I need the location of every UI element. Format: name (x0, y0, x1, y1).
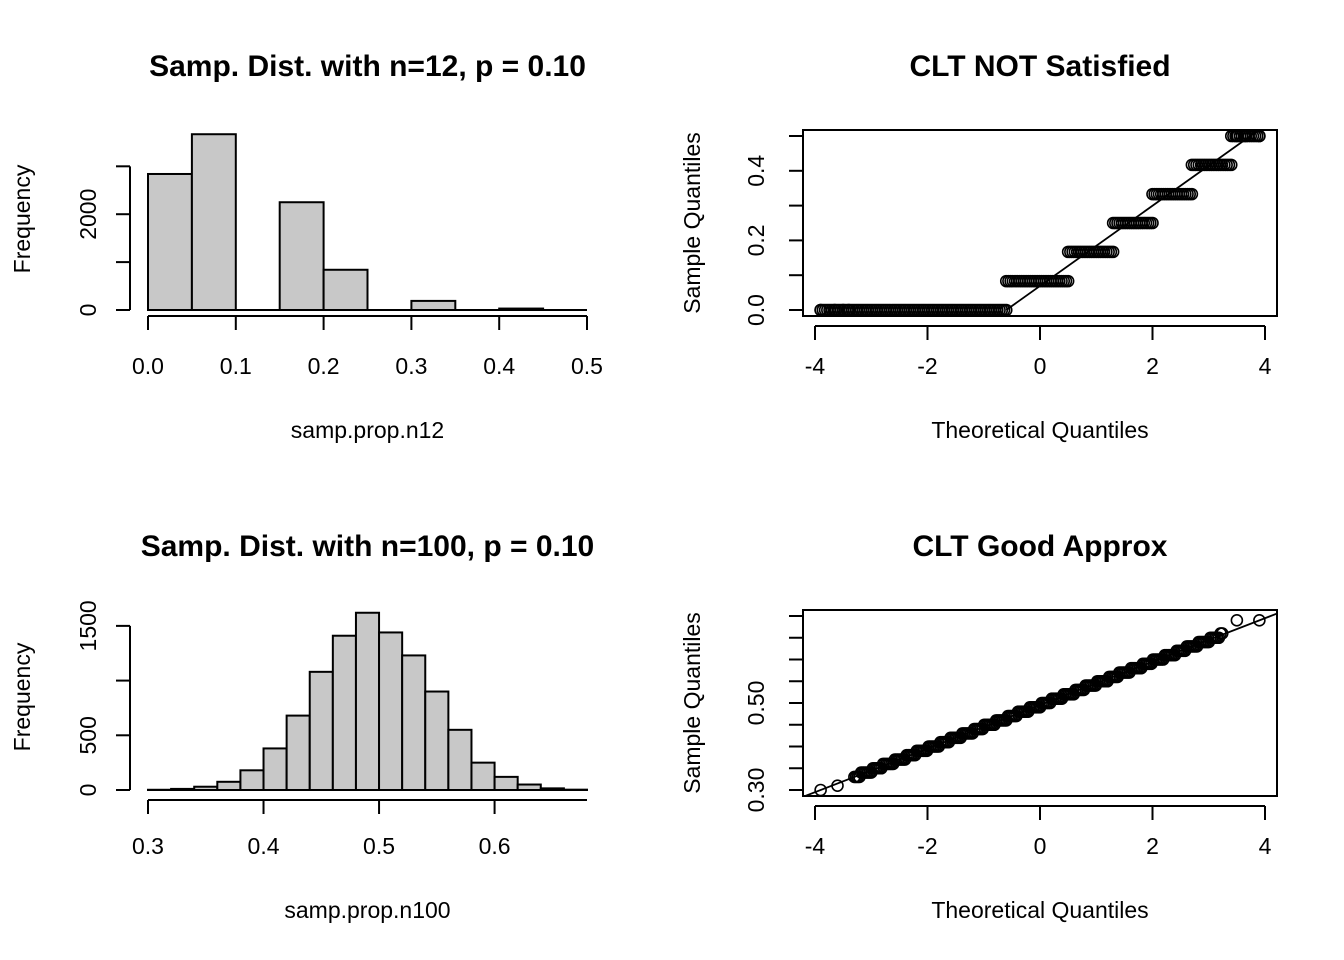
x-tick-label: 0.4 (483, 353, 515, 379)
qq-point (842, 303, 856, 316)
qq-point (814, 303, 827, 316)
y-axis: 0.30 0.50 (743, 615, 803, 813)
qq-point (828, 303, 841, 316)
qq-reference-line (803, 612, 1277, 796)
x-tick-label: 0.0 (132, 353, 164, 379)
x-tick-label: -2 (917, 353, 937, 379)
x-tick-label: 0 (1034, 833, 1047, 859)
y-tick-label: 0.0 (743, 294, 769, 326)
x-tick-label: 4 (1259, 833, 1272, 859)
qq-reference-line (1005, 130, 1261, 311)
chart-title: Samp. Dist. with n=12, p = 0.10 (149, 50, 586, 83)
qq-point (999, 303, 1013, 316)
y-tick-label: 0.2 (743, 224, 769, 256)
histogram-bar (190, 133, 237, 311)
y-axis: 0 2000 (75, 165, 131, 317)
histogram-bar (401, 654, 427, 791)
y-axis: 0.0 0.2 0.4 (743, 135, 803, 326)
qq-point (1185, 187, 1199, 201)
chart-title: Samp. Dist. with n=100, p = 0.10 (141, 530, 595, 563)
histogram-bar (378, 631, 404, 792)
y-tick-label: 1500 (75, 600, 101, 651)
x-tick-label: 0.2 (308, 353, 340, 379)
x-tick-label: 0.3 (395, 353, 427, 379)
y-axis: 0 500 1500 (75, 600, 131, 797)
y-tick-label: 0 (75, 784, 101, 797)
qq-point (1146, 216, 1159, 230)
chart-title: CLT NOT Satisfied (909, 50, 1170, 83)
histogram-bar (239, 769, 265, 792)
histogram-bar (262, 747, 288, 791)
x-axis: -4 -2 0 2 4 (805, 325, 1272, 379)
x-axis-label: samp.prop.n100 (284, 897, 450, 923)
histogram-bar (285, 714, 311, 791)
x-tick-label: -2 (917, 833, 937, 859)
y-axis-label: Frequency (9, 164, 35, 273)
x-tick-label: 0.3 (132, 833, 164, 859)
x-tick-label: 4 (1259, 353, 1272, 379)
y-tick-label: 0.4 (743, 155, 769, 187)
histogram-bar (447, 728, 473, 792)
x-axis: -4 -2 0 2 4 (805, 805, 1272, 859)
x-tick-label: -4 (805, 353, 826, 379)
qq-point (1061, 274, 1075, 288)
qq-point (1224, 158, 1238, 172)
histogram-bar (322, 268, 369, 312)
histogram-bar (354, 611, 381, 791)
y-tick-label: 500 (75, 716, 101, 754)
y-tick-label: 0 (75, 304, 101, 317)
x-axis-label: samp.prop.n12 (291, 417, 444, 443)
histogram-bar (424, 690, 450, 792)
x-axis-label: Theoretical Quantiles (931, 417, 1148, 443)
histogram-bar (147, 172, 193, 311)
x-tick-label: 0 (1034, 353, 1047, 379)
plot-area (814, 130, 1266, 316)
panel-histogram-n12: Samp. Dist. with n=12, p = 0.10 0.0 0.1 0.2… (9, 50, 603, 443)
histogram-bar (470, 761, 496, 791)
x-tick-label: 0.1 (220, 353, 252, 379)
x-tick-label: 0.6 (479, 833, 511, 859)
qq-point (814, 783, 827, 796)
x-axis-label: Theoretical Quantiles (931, 897, 1148, 923)
chart-title: CLT Good Approx (913, 530, 1168, 563)
x-tick-label: -4 (805, 833, 826, 859)
x-tick-label: 2 (1146, 353, 1159, 379)
qq-point (1230, 130, 1244, 143)
y-axis-label: Sample Quantiles (679, 612, 705, 794)
histogram-bar (493, 775, 519, 792)
y-tick-label: 0.50 (743, 681, 769, 726)
qq-point (1106, 245, 1120, 259)
panel-qq-good-approx: CLT Good Approx -4 -2 0 2 4 0.30 0.50 Theoretica… (679, 530, 1278, 923)
x-axis: 0.3 0.4 0.5 0.6 (132, 799, 587, 859)
panel-qq-not-satisfied: CLT NOT Satisfied -4 -2 0 2 4 0.0 0.2 0.4 Theoret… (679, 50, 1278, 443)
histogram-bar (308, 670, 334, 791)
y-axis-label: Sample Quantiles (679, 132, 705, 314)
y-axis-label: Frequency (9, 642, 35, 751)
qq-point (836, 303, 850, 316)
histogram-bar (216, 780, 242, 792)
histogram-bar (410, 299, 457, 311)
y-tick-label: 2000 (75, 189, 101, 240)
x-tick-label: 0.5 (363, 833, 395, 859)
plot-frame (802, 129, 1278, 317)
y-tick-label: 0.30 (743, 768, 769, 813)
qq-point (1253, 614, 1266, 627)
x-tick-label: 0.5 (571, 353, 603, 379)
histogram-bar (331, 634, 357, 792)
x-tick-label: 2 (1146, 833, 1159, 859)
panel-histogram-n100: Samp. Dist. with n=100, p = 0.100.3 0.4 0.… (9, 530, 594, 923)
histogram-bar (278, 201, 325, 312)
x-tick-label: 0.4 (248, 833, 280, 859)
qq-point (1230, 614, 1244, 627)
plot-area (803, 612, 1277, 796)
x-axis: 0.0 0.1 0.2 0.3 0.4 0.5 (132, 315, 603, 379)
